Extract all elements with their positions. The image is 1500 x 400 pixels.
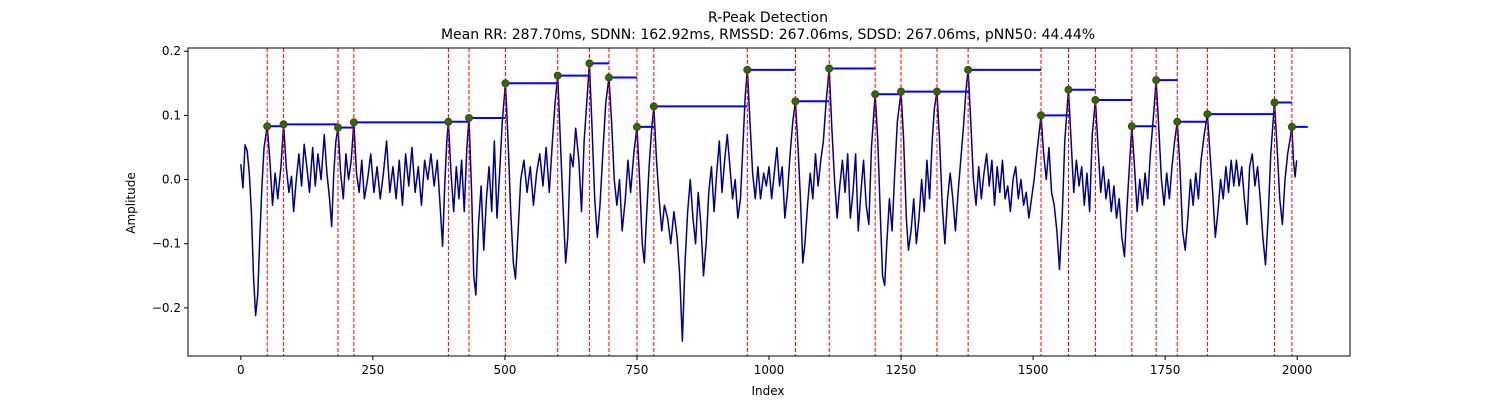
peak-marker [1064,85,1073,94]
peak-marker [743,65,752,74]
peak-marker [1091,95,1100,104]
y-axis-label: Amplitude [124,172,138,234]
peak-marker [825,64,834,73]
peak-marker [444,117,453,126]
x-tick-label: 1500 [1018,363,1049,377]
peak-marker [871,90,880,99]
y-tick-label: 0.1 [162,108,181,122]
peak-marker [897,87,906,96]
peak-marker [263,122,272,131]
x-axis-label: Index [751,384,784,398]
y-tick-label: 0.2 [162,44,181,58]
peak-marker [279,120,288,129]
x-tick-label: 1000 [754,363,785,377]
x-tick-label: 0 [237,363,245,377]
x-tick-label: 250 [361,363,384,377]
x-tick-label: 1250 [886,363,917,377]
x-tick-label: 2000 [1282,363,1313,377]
peak-marker [791,97,800,106]
plot-clipped-group [240,48,1308,356]
peak-marker [1173,117,1182,126]
peak-marker [604,73,613,82]
peak-marker [1152,76,1161,85]
peak-marker [1270,98,1279,107]
peak-marker [334,123,343,132]
y-tick-label: 0.0 [162,173,181,187]
peak-marker [964,65,973,74]
axes: 0 250 500 750 1000 1250 1500 1750 2000 −0.2 −0.1 0.… [152,44,1351,377]
plot-frame [187,47,1351,357]
peak-marker [932,87,941,96]
peak-marker [501,79,510,88]
peak-marker [1287,122,1296,131]
peak-marker [1037,111,1046,120]
chart-title: R-Peak Detection [708,10,828,26]
signal-line [240,62,1298,342]
peak-marker [464,113,473,122]
x-tick-label: 750 [626,363,649,377]
plot-area [240,48,1308,356]
peak-marker [553,71,562,80]
x-tick-label: 500 [493,363,516,377]
y-tick-label: −0.2 [152,301,181,315]
y-tick-label: −0.1 [152,237,181,251]
x-tick-label: 1750 [1150,363,1181,377]
peak-marker [632,122,641,131]
peak-marker [1127,122,1136,131]
peak-marker [649,102,658,111]
peak-marker [1203,110,1212,119]
peak-marker [349,118,358,127]
chart-subtitle: Mean RR: 287.70ms, SDNN: 162.92ms, RMSSD… [441,27,1095,43]
peak-marker [585,59,594,68]
